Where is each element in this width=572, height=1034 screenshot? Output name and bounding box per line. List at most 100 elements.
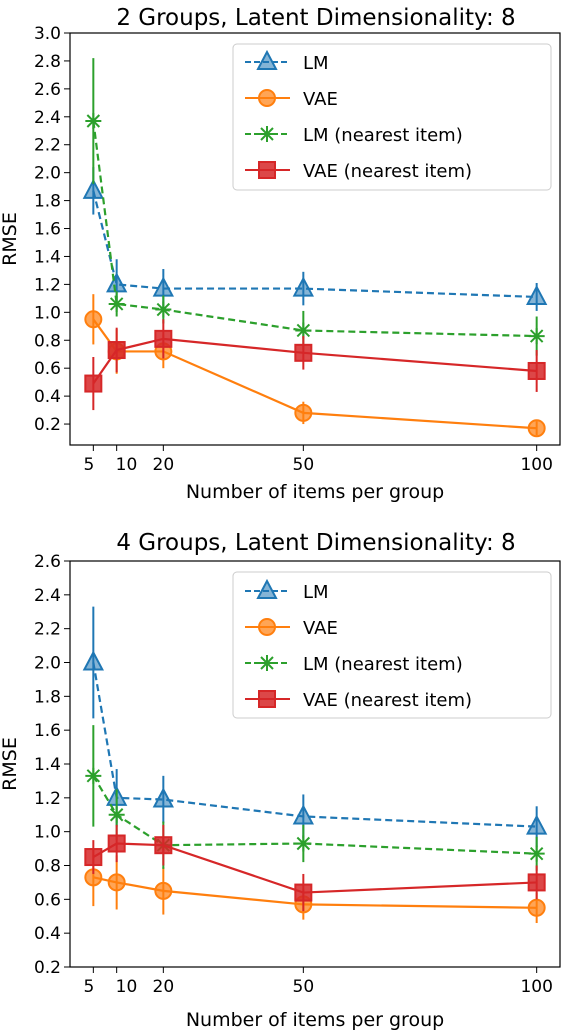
data-point xyxy=(154,836,173,855)
y-tick-label: 1.8 xyxy=(34,192,61,212)
y-tick-label: 1.2 xyxy=(34,275,61,295)
chart-1-legend-label-vae-nearest: VAE (nearest item) xyxy=(303,161,472,182)
chart-2-legend-item-lm-nearest: LM (nearest item) xyxy=(245,654,463,675)
legend-marker-shape xyxy=(259,655,275,671)
y-tick-label: 0.4 xyxy=(34,387,61,407)
data-point xyxy=(294,343,313,362)
y-tick-label: 1.0 xyxy=(34,303,61,323)
chart-1-legend-label-lm-nearest: LM (nearest item) xyxy=(303,125,463,146)
legend-marker-circle-icon xyxy=(258,618,276,636)
y-tick-label: 0.2 xyxy=(34,415,61,435)
chart-2: 4 Groups, Latent Dimensionality: 8 0.2 0.… xyxy=(0,530,561,1031)
y-tick-label: 2.0 xyxy=(34,654,61,674)
legend-marker-shape xyxy=(259,126,275,142)
data-point xyxy=(107,873,126,892)
data-point xyxy=(107,341,126,360)
y-tick-label: 2.0 xyxy=(34,164,61,184)
legend-marker-shape xyxy=(258,618,276,636)
legend-marker-triangle-icon xyxy=(256,578,278,599)
chart-2-title: 4 Groups, Latent Dimensionality: 8 xyxy=(116,530,515,556)
data-point xyxy=(82,650,104,671)
x-tick-label: 20 xyxy=(153,455,175,475)
y-tick-label: 3.0 xyxy=(34,24,61,44)
chart-2-legend: LM VAE LM (nearest item) VAE (nearest it… xyxy=(232,571,552,719)
chart-1-legend-item-vae: VAE xyxy=(245,89,338,110)
chart-2-legend-item-vae: VAE xyxy=(245,618,338,639)
chart-2-legend-label-vae-nearest: VAE (nearest item) xyxy=(303,690,472,711)
chart-1-legend: LM VAE LM (nearest item) VAE (nearest it… xyxy=(232,43,552,191)
chart-2-axes-frame xyxy=(69,560,561,968)
legend-marker-x-icon xyxy=(259,655,275,671)
chart-1-legend-label-lm: LM xyxy=(303,53,329,74)
chart-1-legend-item-lm-nearest: LM (nearest item) xyxy=(245,125,463,146)
x-tick-label: 10 xyxy=(116,977,138,997)
chart-2-plot-area: 0.2 0.4 0.6 0.8 1.0 1.2 1.4 1.6 1.8 2.0 2.2 2.4 2.6 5… xyxy=(34,552,553,997)
legend-marker-circle-icon xyxy=(258,89,276,107)
legend-marker-triangle-icon xyxy=(256,49,278,70)
data-point xyxy=(154,329,173,348)
data-point xyxy=(527,361,546,380)
y-tick-label: 1.4 xyxy=(34,247,61,267)
data-point xyxy=(107,834,126,853)
y-tick-label: 1.6 xyxy=(34,721,61,741)
chart-1-y-axis-label: RMSE xyxy=(0,212,21,266)
chart-2-x-axis-label: Number of items per group xyxy=(186,1009,444,1031)
legend-marker-shape xyxy=(256,578,278,599)
chart-1-x-axis-label: Number of items per group xyxy=(186,481,444,503)
chart-1-plot-area: 0.2 0.4 0.6 0.8 1.0 1.2 1.4 1.6 1.8 2.0 2.2 2.4 2.6 2… xyxy=(34,24,553,475)
data-point xyxy=(295,322,312,339)
y-tick-label: 2.4 xyxy=(34,108,61,128)
chart-2-y-axis-label: RMSE xyxy=(0,737,21,791)
x-tick-label: 100 xyxy=(520,455,552,475)
data-point xyxy=(527,419,546,438)
chart-1-legend-label-vae: VAE xyxy=(303,89,338,110)
y-tick-label: 2.8 xyxy=(34,52,61,72)
data-point xyxy=(154,881,173,900)
y-tick-label: 2.2 xyxy=(34,136,61,156)
chart-2-legend-label-vae: VAE xyxy=(303,618,338,639)
chart-1-legend-item-lm: LM xyxy=(245,49,329,74)
y-tick-label: 2.4 xyxy=(34,586,61,606)
y-tick-label: 1.0 xyxy=(34,823,61,843)
data-point xyxy=(84,374,103,393)
chart-2-legend-label-lm-nearest: LM (nearest item) xyxy=(303,654,463,675)
data-point xyxy=(85,767,102,784)
data-point xyxy=(527,873,546,892)
y-tick-label: 0.6 xyxy=(34,890,61,910)
series-line-lm xyxy=(92,190,537,299)
data-point xyxy=(292,804,314,825)
chart-2-legend-item-vae-nearest: VAE (nearest item) xyxy=(245,690,472,711)
data-point xyxy=(526,284,548,305)
chart-1: 2 Groups, Latent Dimensionality: 8 0.2 0.… xyxy=(0,5,561,503)
legend-marker-shape xyxy=(256,49,278,70)
chart-2-legend-box xyxy=(232,571,552,719)
data-point xyxy=(84,310,103,329)
y-tick-label: 1.6 xyxy=(34,220,61,240)
y-tick-label: 0.4 xyxy=(34,924,61,944)
data-point xyxy=(528,328,545,345)
data-point xyxy=(294,403,313,422)
chart-1-axes-frame xyxy=(69,32,561,446)
data-point xyxy=(85,112,102,129)
chart-2-legend-item-lm: LM xyxy=(245,578,329,603)
legend-marker-square-icon xyxy=(258,161,276,179)
y-tick-label: 2.6 xyxy=(34,80,61,100)
chart-1-title: 2 Groups, Latent Dimensionality: 8 xyxy=(116,5,515,31)
legend-marker-shape xyxy=(258,690,276,708)
legend-marker-x-icon xyxy=(259,126,275,142)
data-point xyxy=(84,848,103,867)
chart-1-legend-box xyxy=(232,43,552,191)
legend-marker-shape xyxy=(258,161,276,179)
y-tick-label: 2.6 xyxy=(34,552,61,572)
data-point xyxy=(152,787,174,808)
data-point xyxy=(292,276,314,297)
y-tick-label: 1.2 xyxy=(34,789,61,809)
legend-marker-shape xyxy=(258,89,276,107)
series-line-lm xyxy=(92,662,537,828)
data-point xyxy=(155,301,172,318)
data-point xyxy=(528,845,545,862)
data-point xyxy=(294,883,313,902)
y-tick-label: 0.2 xyxy=(34,958,61,978)
data-point xyxy=(108,295,125,312)
